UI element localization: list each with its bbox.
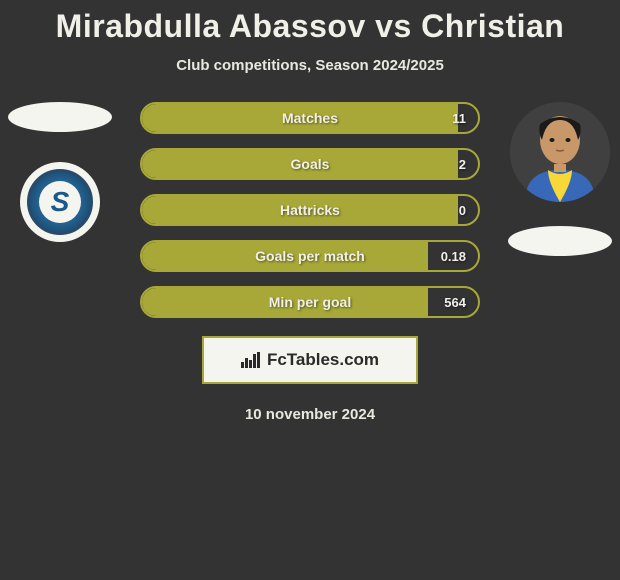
player1-flag-placeholder (8, 102, 112, 132)
avatar-icon (510, 102, 610, 202)
right-player-column (508, 102, 612, 256)
stats-container: Matches 11 Goals 2 Hattricks 0 Goals per… (140, 102, 480, 318)
player2-photo (510, 102, 610, 202)
stat-label: Goals (291, 156, 330, 172)
branding-label: FcTables.com (267, 350, 379, 370)
subtitle: Club competitions, Season 2024/2025 (0, 57, 620, 74)
stat-row-goals: Goals 2 (140, 148, 480, 180)
stat-row-matches: Matches 11 (140, 102, 480, 134)
page-title: Mirabdulla Abassov vs Christian (0, 0, 620, 45)
branding-text: FcTables.com (241, 350, 379, 370)
stat-row-min-per-goal: Min per goal 564 (140, 286, 480, 318)
club-letter-icon: S (39, 181, 81, 223)
stat-label: Matches (282, 110, 338, 126)
stat-value: 0.18 (441, 249, 466, 264)
stat-row-goals-per-match: Goals per match 0.18 (140, 240, 480, 272)
stat-label: Min per goal (269, 294, 351, 310)
player2-flag-placeholder (508, 226, 612, 256)
content-area: S Matches 11 Goal (0, 102, 620, 423)
stat-value: 564 (444, 295, 466, 310)
branding-badge: FcTables.com (202, 336, 418, 384)
stat-value: 11 (452, 111, 466, 126)
stat-value: 2 (459, 157, 466, 172)
left-player-column: S (8, 102, 112, 242)
player1-club-badge: S (20, 162, 100, 242)
stat-label: Goals per match (255, 248, 365, 264)
date-text: 10 november 2024 (0, 406, 620, 423)
stat-label: Hattricks (280, 202, 340, 218)
stat-row-hattricks: Hattricks 0 (140, 194, 480, 226)
bar-chart-icon (241, 352, 261, 368)
stat-value: 0 (459, 203, 466, 218)
